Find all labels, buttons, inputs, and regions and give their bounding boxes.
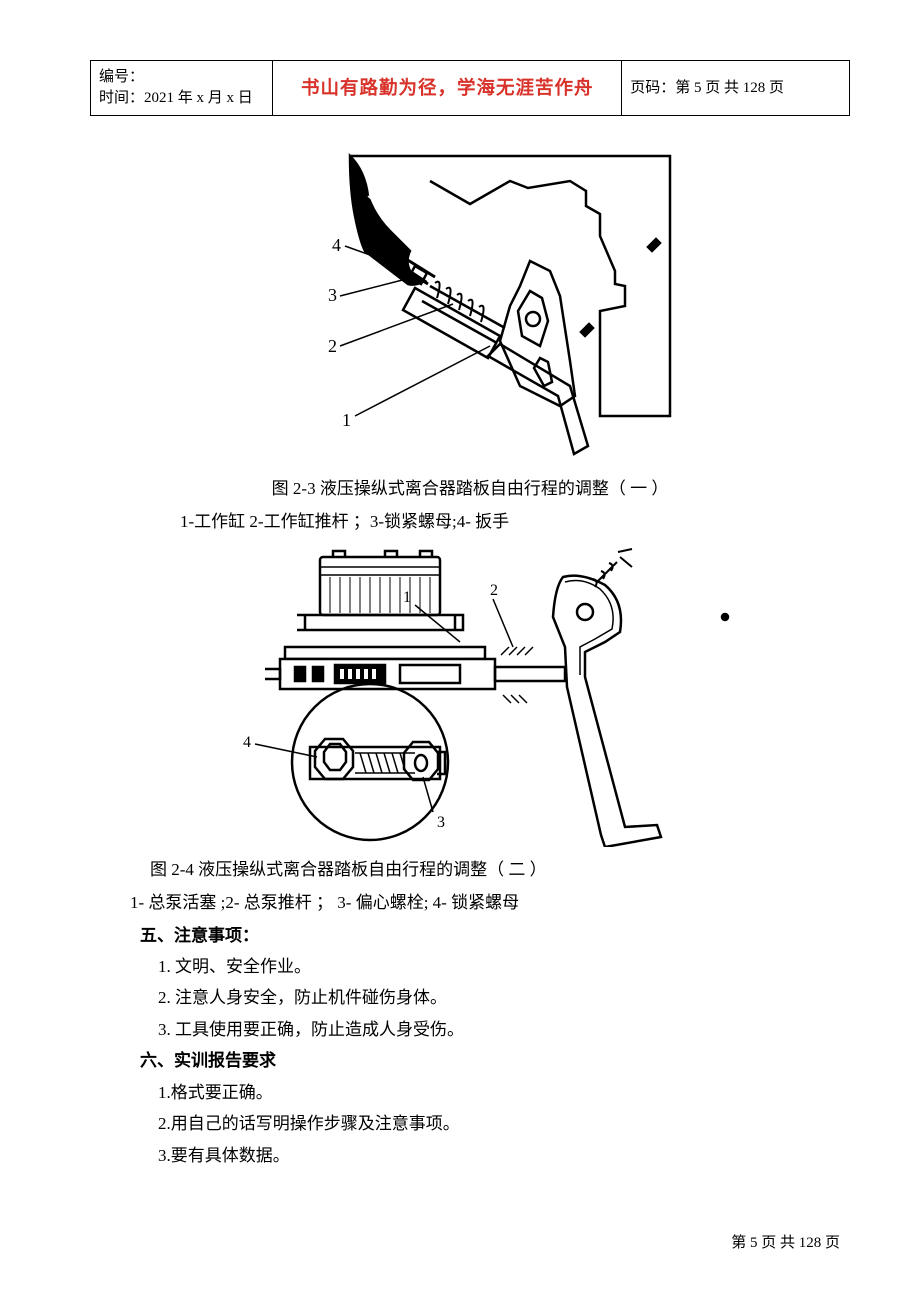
- section-6-item-1: 1.格式要正确。: [140, 1077, 850, 1108]
- header-right-cell: 页码：第 5 页 共 128 页: [622, 61, 850, 116]
- header-page-code: 页码：第 5 页 共 128 页: [630, 80, 784, 96]
- fig1-label-1: 1: [342, 410, 351, 430]
- section-5-item-3: 3. 工具使用要正确，防止造成人身受伤。: [140, 1014, 850, 1045]
- section-6: 六、实训报告要求 1.格式要正确。 2.用自己的话写明操作步骤及注意事项。 3.…: [90, 1045, 850, 1171]
- figure-2-caption: 图 2-4 液压操纵式离合器踏板自由行程的调整（ 二 ）: [90, 856, 850, 885]
- section-5-item-1: 1. 文明、安全作业。: [140, 951, 850, 982]
- section-5-title: 五、注意事项：: [140, 920, 850, 951]
- section-5-item-2: 2. 注意人身安全，防止机件碰伤身体。: [140, 982, 850, 1013]
- section-6-item-3: 3.要有具体数据。: [140, 1140, 850, 1171]
- fig1-label-4: 4: [332, 235, 341, 255]
- figure-1-container: 4 3 2 1: [90, 136, 850, 471]
- fig2-label-1: 1: [403, 589, 411, 606]
- figure-1-diagram-icon: 4 3 2 1: [260, 136, 680, 466]
- fig1-label-2: 2: [328, 336, 337, 356]
- section-6-item-2: 2.用自己的话写明操作步骤及注意事项。: [140, 1108, 850, 1139]
- header-table: 编号： 时间：2021 年 x 月 x 日 书山有路勤为径，学海无涯苦作舟 页码…: [90, 60, 850, 116]
- fig2-label-2: 2: [490, 582, 498, 599]
- figure-1-caption: 图 2-3 液压操纵式离合器踏板自由行程的调整（ 一 ）: [90, 475, 850, 504]
- header-center-cell: 书山有路勤为径，学海无涯苦作舟: [273, 61, 622, 116]
- fig2-label-4: 4: [243, 734, 251, 751]
- fig1-label-3: 3: [328, 285, 337, 305]
- page-footer: 第 5 页 共 128 页: [731, 1231, 840, 1252]
- fig2-label-3: 3: [437, 814, 445, 831]
- figure-2-container: 1 2 3 4: [90, 547, 850, 852]
- header-motto: 书山有路勤为径，学海无涯苦作舟: [301, 77, 594, 98]
- doc-id-label: 编号：: [99, 69, 144, 85]
- section-5: 五、注意事项： 1. 文明、安全作业。 2. 注意人身安全，防止机件碰伤身体。 …: [90, 920, 850, 1046]
- header-left-cell: 编号： 时间：2021 年 x 月 x 日: [91, 61, 273, 116]
- section-6-title: 六、实训报告要求: [140, 1045, 850, 1076]
- figure-2-diagram-icon: 1 2 3 4: [205, 547, 735, 847]
- figure-2-parts: 1- 总泵活塞 ;2- 总泵推杆 ； 3- 偏心螺栓; 4- 锁紧螺母: [90, 889, 850, 918]
- figure-1-parts: 1-工作缸 2-工作缸推杆 ；3-锁紧螺母;4- 扳手: [90, 508, 850, 537]
- doc-date-label: 时间：2021 年 x 月 x 日: [99, 90, 253, 106]
